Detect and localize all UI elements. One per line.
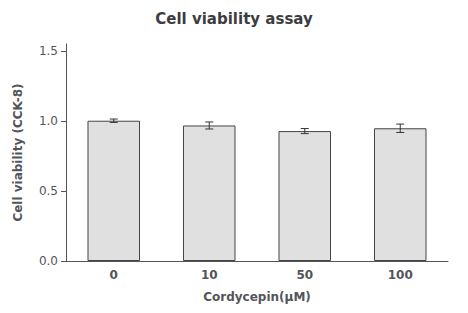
svg-text:1.5: 1.5 [39,44,58,58]
svg-text:Cordycepin(μM): Cordycepin(μM) [203,290,311,304]
svg-text:0: 0 [110,268,118,282]
svg-text:Cell viability assay: Cell viability assay [155,10,313,28]
svg-text:0.0: 0.0 [39,254,58,268]
svg-text:10: 10 [201,268,218,282]
svg-text:50: 50 [296,268,313,282]
svg-text:100: 100 [388,268,413,282]
svg-text:0.5: 0.5 [39,184,58,198]
svg-text:Cell viability (CCK-8): Cell viability (CCK-8) [11,83,25,221]
svg-text:1.0: 1.0 [39,114,58,128]
